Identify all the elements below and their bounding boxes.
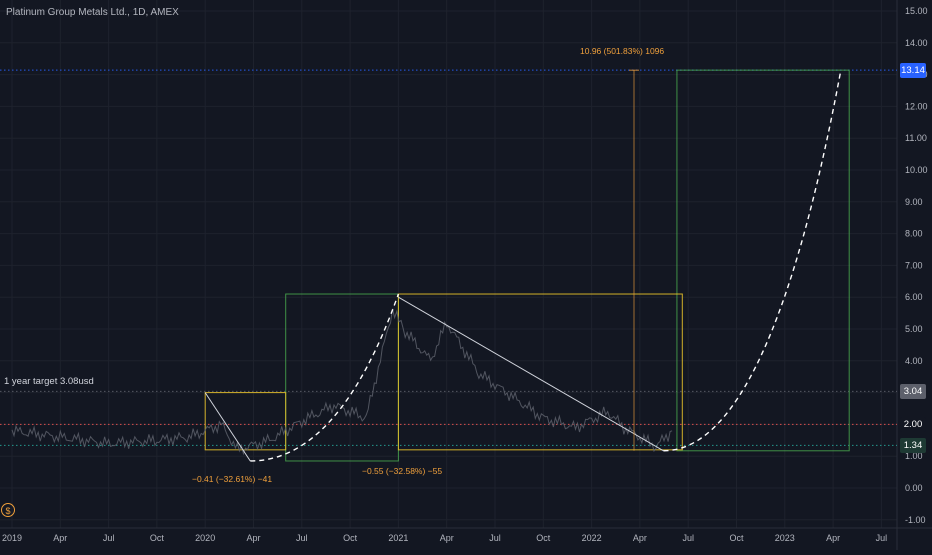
currency-icon[interactable]: $ (1, 503, 15, 517)
trend-line (204, 392, 251, 462)
target-label: 1 year target 3.08usd (4, 376, 94, 387)
x-tick-label: Oct (150, 533, 165, 543)
x-tick-label: 2019 (2, 533, 22, 543)
x-tick-label: Jul (103, 533, 115, 543)
y-tick-label: 14.00 (905, 38, 928, 48)
x-tick-label: Jul (489, 533, 501, 543)
price-badge: 1.34 (900, 437, 926, 453)
range-box (204, 392, 287, 451)
x-tick-label: 2022 (582, 533, 602, 543)
projection-box (676, 69, 850, 452)
x-tick-label: 2023 (775, 533, 795, 543)
x-tick-label: Jul (876, 533, 888, 543)
x-tick-label: Apr (826, 533, 840, 543)
y-tick-label: -1.00 (905, 515, 926, 525)
drop1-annotation: −0.41 (−32.61%) −41 (192, 474, 273, 484)
price-badge: 2.00 (900, 416, 926, 432)
y-tick-label: 12.00 (905, 101, 928, 111)
projection-curve (663, 71, 842, 452)
y-tick-label: 1.00 (905, 451, 923, 461)
y-tick-label: 5.00 (905, 324, 923, 334)
y-tick-label: 11.00 (905, 133, 927, 143)
x-tick-label: Oct (536, 533, 551, 543)
x-tick-label: 2021 (388, 533, 408, 543)
x-tick-label: Apr (53, 533, 67, 543)
x-tick-label: Jul (682, 533, 694, 543)
drop2-annotation: −0.55 (−32.58%) −55 (362, 466, 443, 476)
y-tick-label: 7.00 (905, 260, 923, 270)
chart-title: Platinum Group Metals Ltd., 1D, AMEX (6, 7, 179, 18)
x-tick-label: Oct (343, 533, 358, 543)
y-tick-label: 6.00 (905, 292, 923, 302)
y-tick-label: 10.00 (905, 165, 928, 175)
y-tick-label: 15.00 (905, 6, 928, 16)
y-tick-label: 4.00 (905, 356, 923, 366)
y-tick-label: 9.00 (905, 197, 923, 207)
projection-box (285, 293, 399, 462)
price-badge: 3.04 (900, 383, 926, 399)
y-tick-label: 8.00 (905, 229, 923, 239)
x-tick-label: 2020 (195, 533, 215, 543)
price-series-line (11, 308, 673, 456)
x-tick-label: Apr (440, 533, 454, 543)
trend-line (398, 296, 664, 452)
x-tick-label: Apr (633, 533, 647, 543)
projection-curve (250, 293, 400, 462)
gain-annotation: 10.96 (501.83%) 1096 (580, 46, 665, 56)
x-tick-label: Apr (246, 533, 260, 543)
x-tick-label: Oct (729, 533, 744, 543)
price-badge: 13.14 (900, 62, 926, 78)
y-tick-label: 0.00 (905, 483, 923, 493)
range-box (397, 293, 683, 451)
x-tick-label: Jul (296, 533, 308, 543)
